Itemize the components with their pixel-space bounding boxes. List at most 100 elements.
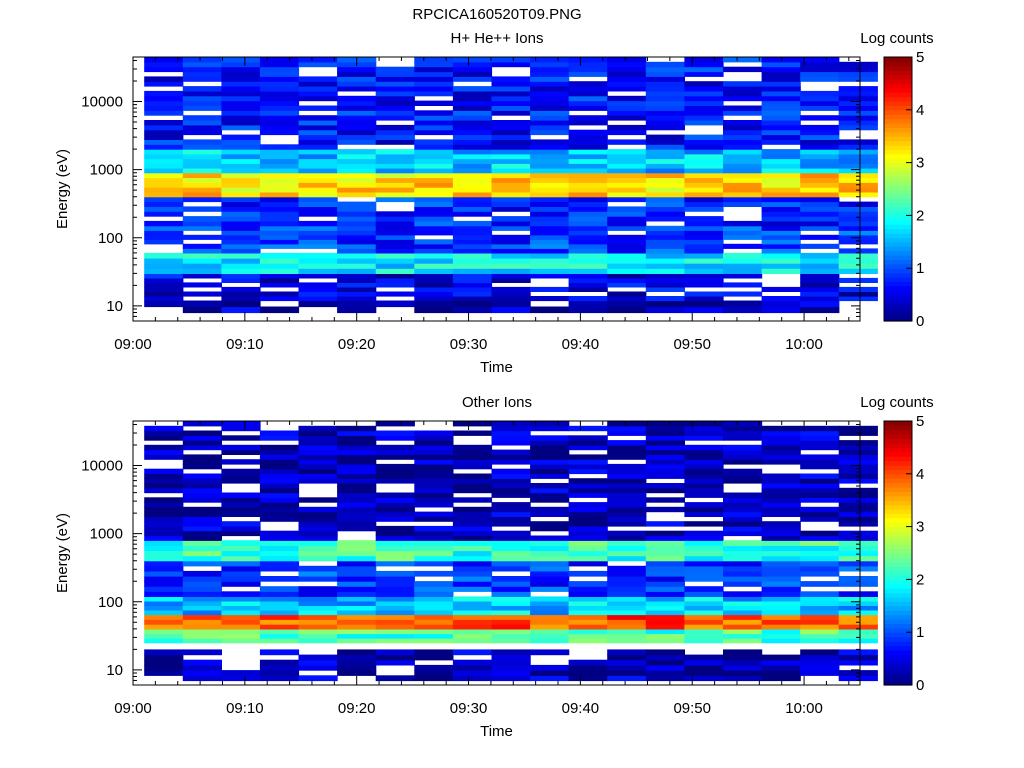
y-tick-label: 10000: [81, 94, 123, 111]
spectrogram-cell: [607, 581, 647, 587]
spectrogram-cell: [414, 535, 454, 541]
spectrogram-cell: [337, 492, 377, 498]
spectrogram-cell: [144, 76, 184, 82]
spectrogram-cell: [530, 248, 570, 254]
spectrogram-cell: [144, 560, 184, 567]
spectrogram-cell: [298, 258, 338, 264]
spectrogram-cell: [761, 624, 801, 630]
spectrogram-cell: [414, 206, 454, 212]
spectrogram-cell: [607, 191, 647, 198]
spectrogram-cell: [221, 191, 261, 198]
spectrogram-cell: [645, 177, 685, 183]
spectrogram-cell: [838, 149, 878, 155]
spectrogram-cell: [221, 76, 261, 82]
spectrogram-cell: [337, 560, 377, 567]
spectrogram-cell: [182, 459, 222, 465]
spectrogram-cell: [568, 506, 608, 513]
spectrogram-cell: [337, 454, 377, 460]
colorbar-strip: [884, 456, 912, 462]
spectrogram-cell: [761, 560, 801, 567]
spectrogram-cell: [491, 225, 531, 231]
spectrogram-cell: [607, 516, 647, 522]
spectrogram-cell: [491, 483, 531, 489]
x-axis-label: Time: [480, 723, 513, 740]
spectrogram-cell: [723, 134, 763, 140]
spectrogram-cell: [375, 535, 415, 541]
spectrogram-cell: [144, 296, 184, 302]
spectrogram-cell: [337, 282, 377, 288]
spectrogram-cell: [452, 66, 493, 73]
spectrogram-cell: [568, 216, 608, 222]
spectrogram-cell: [723, 525, 763, 532]
x-tick-label: 09:00: [114, 700, 152, 717]
spectrogram-cell: [337, 105, 377, 111]
spectrogram-cell: [221, 158, 261, 164]
spectrogram-cell: [530, 483, 570, 489]
spectrogram-cell: [375, 649, 415, 656]
spectrogram-cell: [221, 565, 261, 572]
spectrogram-cell: [452, 555, 493, 562]
spectrogram-cell: [452, 153, 493, 160]
spectrogram-cell: [761, 263, 801, 269]
spectrogram-cell: [568, 225, 608, 231]
spectrogram-cell: [298, 120, 338, 126]
spectrogram-cell: [452, 182, 493, 188]
spectrogram-cell: [761, 555, 801, 562]
spectrogram-cell: [530, 600, 570, 606]
colorbar-strip: [884, 548, 912, 554]
spectrogram-cell: [684, 110, 724, 116]
spectrogram-cell: [414, 614, 454, 620]
spectrogram-cell: [761, 71, 801, 77]
spectrogram-cell: [452, 586, 493, 592]
spectrogram-cell: [645, 497, 685, 503]
spectrogram-cell: [259, 211, 300, 217]
spectrogram-cell: [414, 168, 454, 174]
spectrogram-cell: [491, 550, 531, 557]
spectrogram-cell: [491, 435, 531, 441]
spectrogram-cell: [645, 243, 685, 249]
spectrogram-cell: [144, 530, 184, 537]
spectrogram-cell: [800, 581, 840, 587]
x-tick-label: 09:30: [450, 336, 488, 353]
spectrogram-cell: [452, 610, 493, 616]
spectrogram-cell: [375, 225, 415, 231]
spectrogram-cell: [568, 659, 608, 666]
colorbar-strip: [884, 654, 912, 660]
spectrogram-cell: [298, 86, 338, 92]
colorbar-strip: [884, 109, 912, 115]
spectrogram-cell: [568, 628, 608, 635]
spectrogram-cell: [607, 540, 647, 546]
spectrogram-cell: [723, 191, 763, 198]
spectrogram-cell: [684, 463, 724, 470]
y-axis-label: Energy (eV): [54, 149, 71, 229]
spectrogram-cell: [645, 633, 685, 639]
spectrogram-cell: [838, 521, 878, 527]
spectrogram-cell: [414, 463, 454, 470]
spectrogram-cell: [723, 306, 763, 314]
spectrogram-cell: [452, 115, 493, 121]
colorbar-strip: [884, 421, 912, 426]
spectrogram-cell: [568, 86, 608, 92]
spectrogram-cell: [761, 177, 801, 183]
spectrogram-cell: [607, 555, 647, 562]
spectrogram-cell: [684, 670, 724, 676]
spectrogram-cell: [414, 248, 454, 254]
spectrogram-cell: [375, 134, 415, 140]
spectrogram-cell: [182, 105, 222, 111]
spectrogram-cell: [530, 421, 570, 427]
spectrogram-cell: [221, 110, 261, 116]
spectrogram-cell: [530, 81, 570, 87]
spectrogram-cell: [607, 463, 647, 470]
spectrogram-cell: [337, 497, 377, 503]
spectrogram-cell: [221, 286, 261, 292]
spectrogram-cell: [800, 633, 840, 639]
spectrogram-cell: [645, 521, 685, 527]
spectrogram-cell: [491, 100, 531, 106]
spectrogram-cell: [452, 540, 493, 546]
spectrogram-cell: [761, 435, 801, 441]
spectrogram-cell: [723, 511, 763, 517]
spectrogram-cell: [452, 86, 493, 92]
spectrogram-cell: [452, 300, 493, 308]
spectrogram-cell: [838, 168, 878, 174]
spectrogram-cell: [645, 225, 685, 231]
